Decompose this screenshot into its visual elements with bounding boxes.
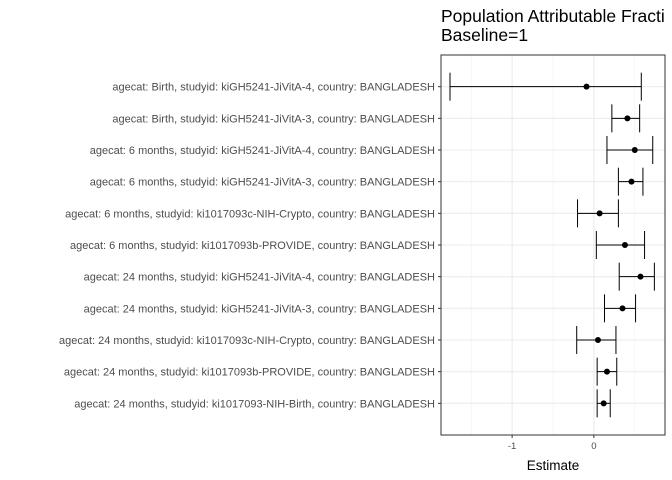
y-tick-label: agecat: 6 months, studyid: ki1017093c-NI… [65,208,435,220]
estimate-point [596,210,603,217]
error-bar-group [449,72,642,101]
error-bar-group [606,136,654,164]
estimate-point [628,178,635,185]
estimate-point [583,83,590,90]
x-axis-label: Estimate [527,458,580,473]
y-tick-label: agecat: 6 months, studyid: kiGH5241-JiVi… [90,177,435,189]
x-tick-label: -1 [508,441,516,452]
x-axis: -1 0 [508,435,597,452]
error-bar-group [604,294,637,323]
chart-title-line-1: Population Attributable Fracti [441,6,665,26]
estimate-point [624,115,631,122]
error-bar-group [611,104,641,133]
x-tick-label: 0 [591,441,596,452]
estimate-point [594,337,601,343]
y-tick-label: agecat: 6 months, studyid: kiGH5241-JiVi… [90,145,435,157]
error-bar-group [576,326,617,354]
y-tick-label: agecat: 24 months, studyid: ki1017093c-N… [59,335,435,347]
chart-title-line-2: Baseline=1 [441,25,528,45]
estimate-point [600,400,607,407]
estimate-point [603,368,610,375]
error-bar-group [577,199,619,228]
y-tick-label: agecat: 24 months, studyid: kiGH5241-JiV… [84,272,435,284]
y-tick-label: agecat: 24 months, studyid: ki1017093b-P… [64,367,435,379]
y-tick-label: agecat: Birth, studyid: kiGH5241-JiVitA-… [112,82,435,94]
error-bar-group [617,167,644,196]
y-tick-label: agecat: 24 months, studyid: ki1017093-NI… [74,398,435,410]
y-tick-label: agecat: 24 months, studyid: kiGH5241-JiV… [84,303,435,315]
y-tick-label: agecat: 6 months, studyid: ki1017093b-PR… [70,240,435,252]
estimate-point [621,242,628,248]
error-bar-group [595,231,646,259]
estimate-point [619,305,626,312]
error-bar-group [596,389,611,418]
error-bar-group [618,262,655,291]
error-bar-group [596,357,618,386]
estimate-marks [449,72,655,418]
y-axis-labels: agecat: Birth, studyid: kiGH5241-JiVitA-… [59,82,441,410]
estimate-point [637,273,644,280]
plot-panel-border [440,54,666,436]
y-tick-label: agecat: Birth, studyid: kiGH5241-JiVitA-… [112,113,435,125]
estimate-point [631,147,638,153]
